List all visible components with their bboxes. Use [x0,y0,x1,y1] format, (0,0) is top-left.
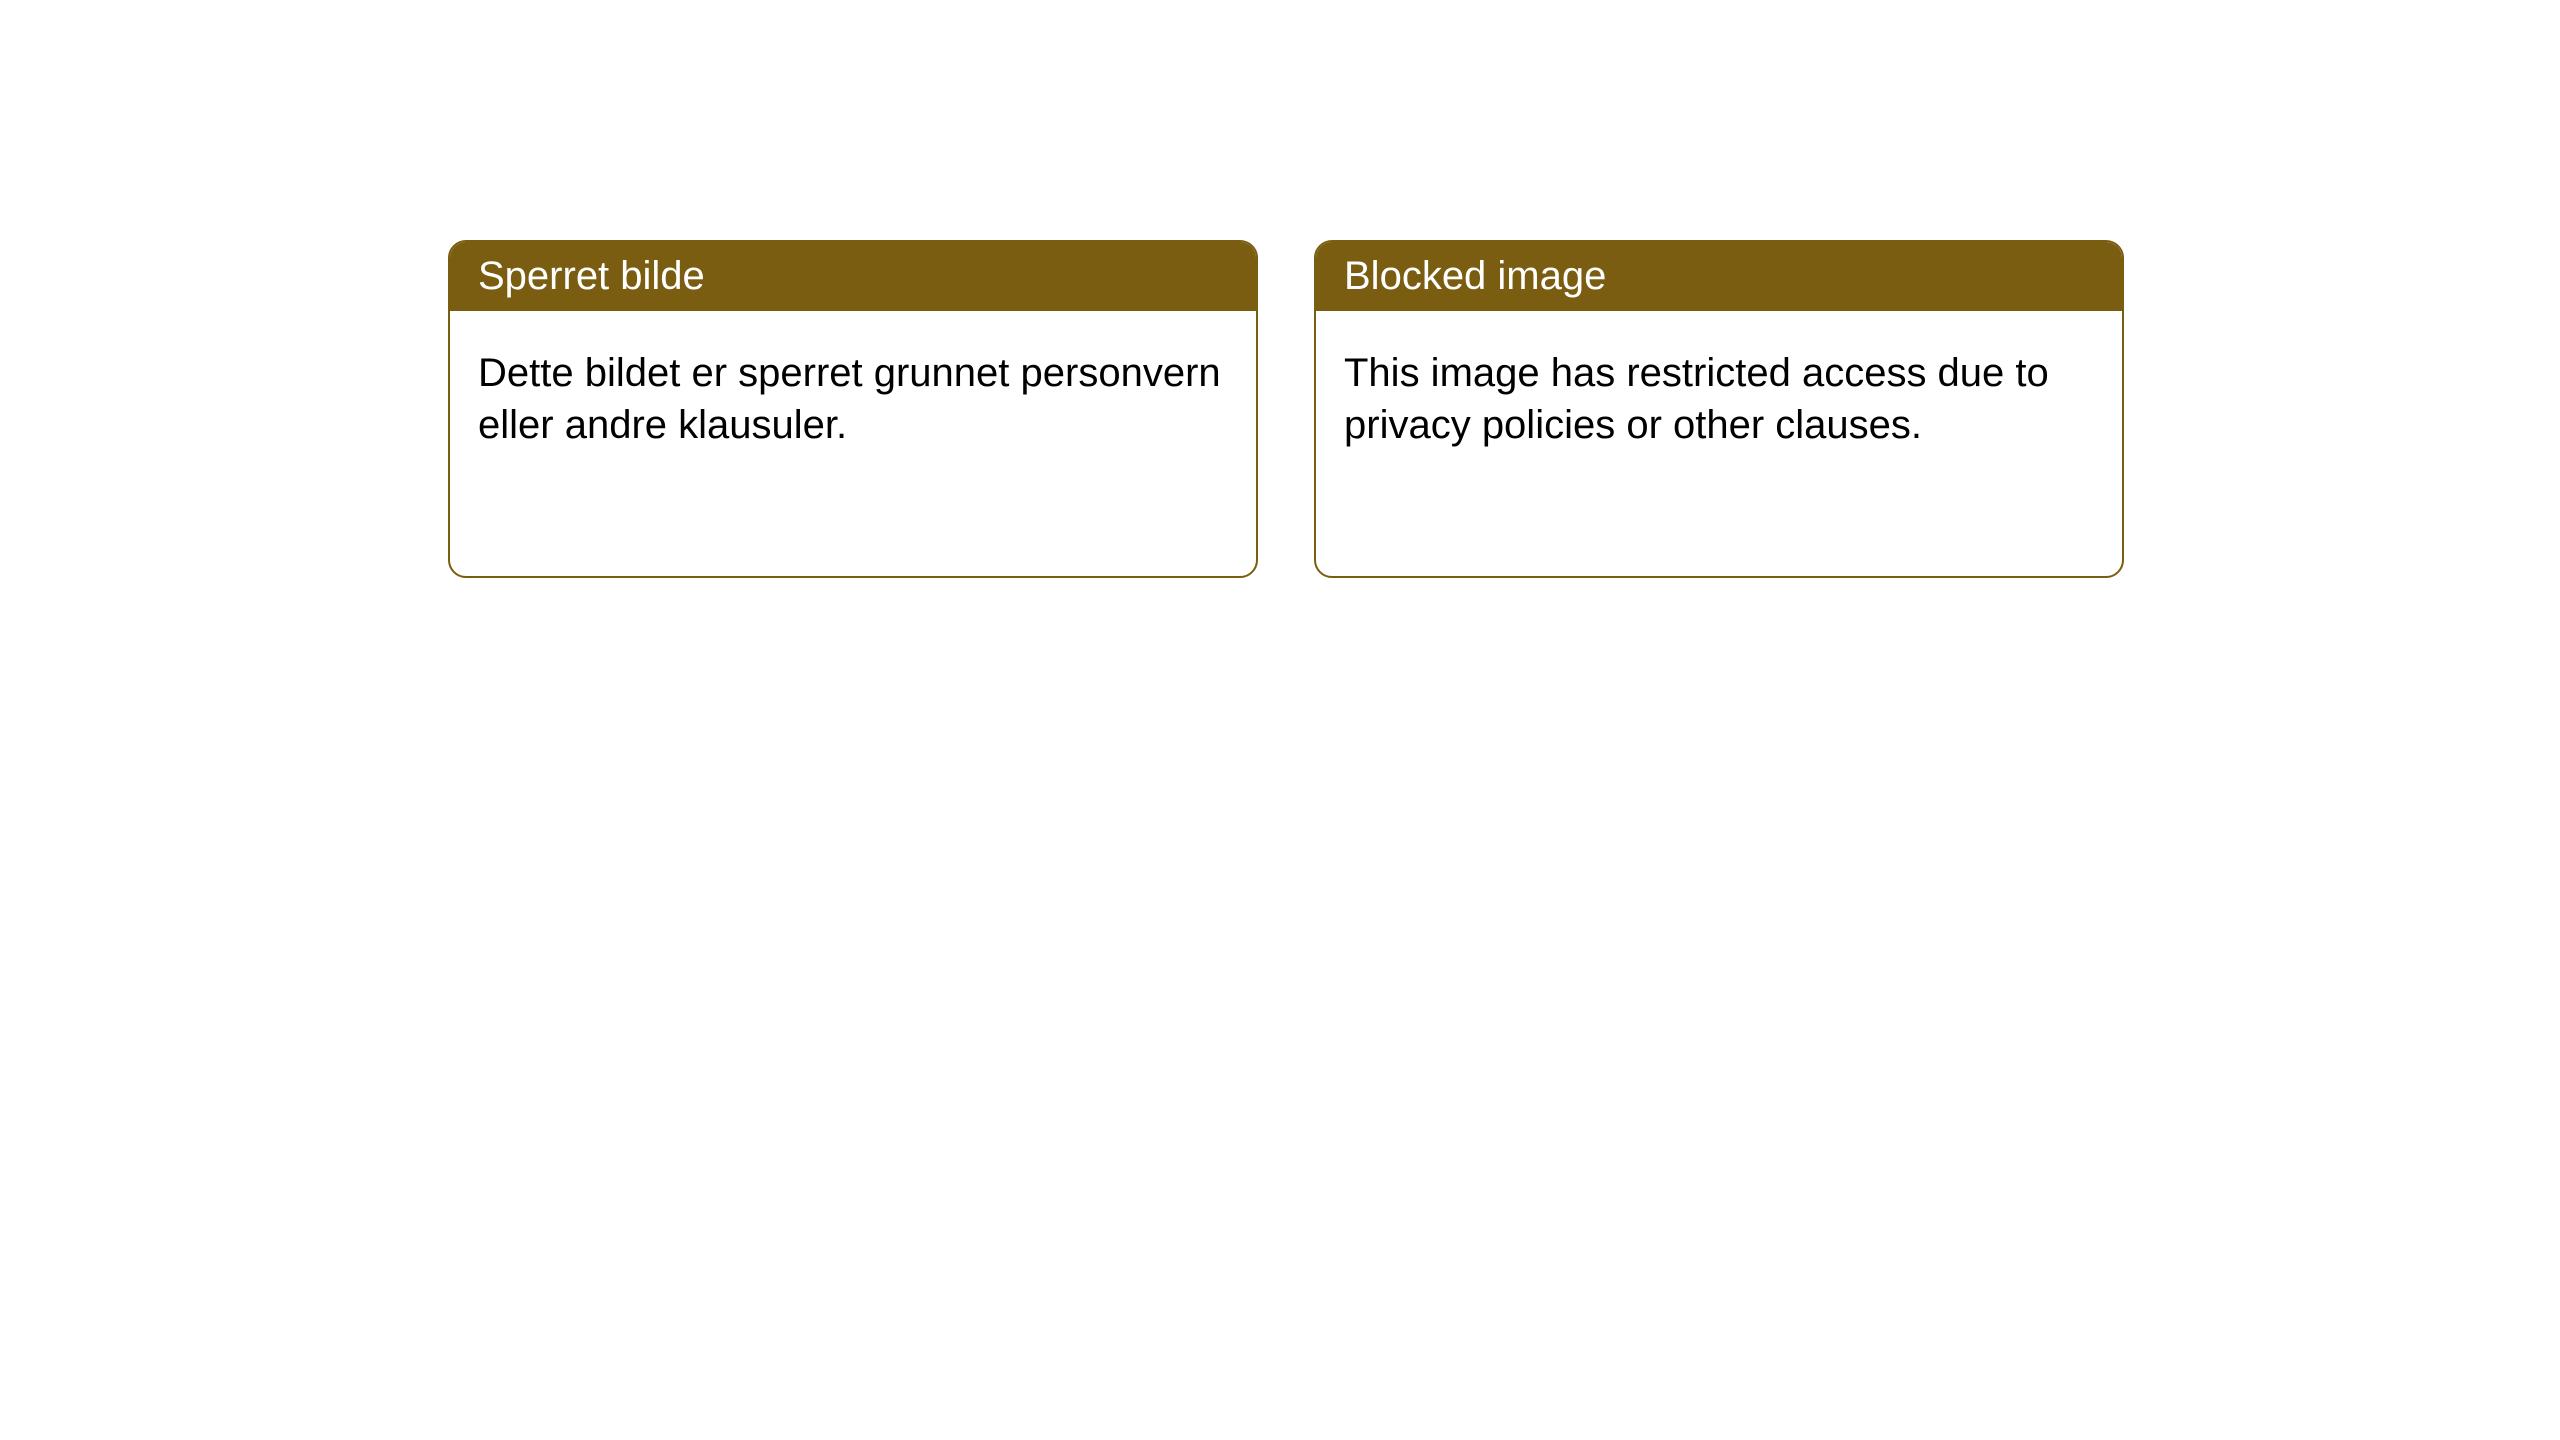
notice-title-english: Blocked image [1344,254,1606,298]
notice-card-norwegian: Sperret bilde Dette bildet er sperret gr… [448,240,1258,578]
notice-text-norwegian: Dette bildet er sperret grunnet personve… [478,351,1221,447]
notice-card-english: Blocked image This image has restricted … [1314,240,2124,578]
notice-header-english: Blocked image [1316,242,2122,311]
notice-title-norwegian: Sperret bilde [478,254,705,298]
notice-header-norwegian: Sperret bilde [450,242,1256,311]
notice-body-english: This image has restricted access due to … [1316,311,2122,487]
notice-text-english: This image has restricted access due to … [1344,351,2049,447]
notice-body-norwegian: Dette bildet er sperret grunnet personve… [450,311,1256,487]
notice-container: Sperret bilde Dette bildet er sperret gr… [0,0,2560,578]
